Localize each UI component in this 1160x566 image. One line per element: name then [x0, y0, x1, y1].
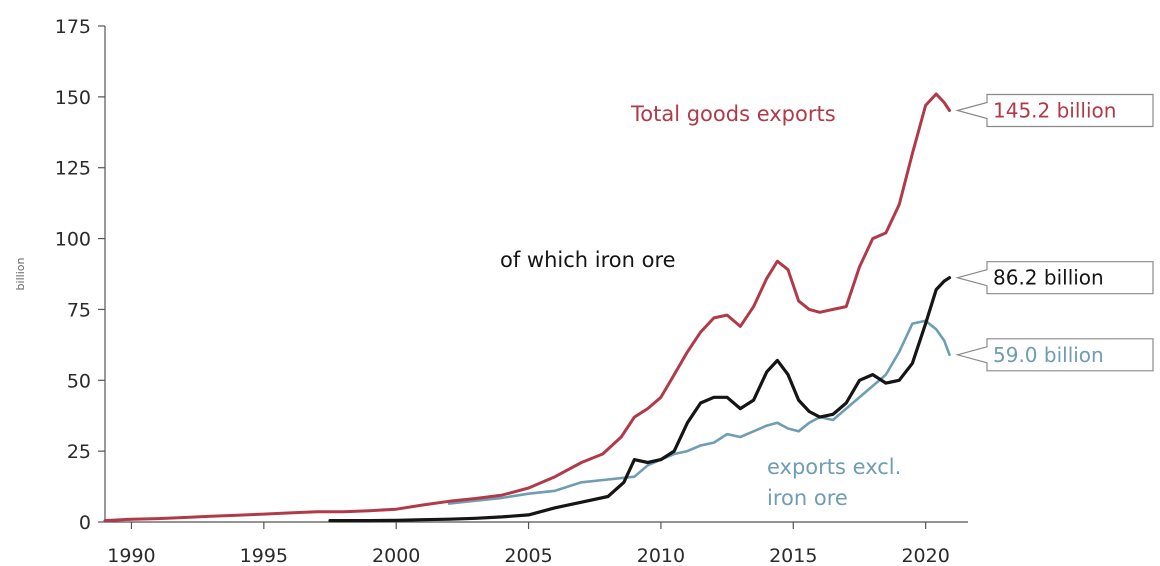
callout-value-text: 59.0 billion: [993, 343, 1104, 367]
x-tick-label: 1990: [107, 545, 155, 566]
series-lines: [103, 92, 952, 523]
series-labels: Total goods exports of which iron ore expo…: [500, 102, 901, 510]
y-tick-label: 100: [55, 229, 91, 251]
callout-box: [955, 261, 1154, 295]
x-tick-label: 2010: [637, 545, 685, 566]
y-tick-label: 75: [67, 299, 91, 321]
y-tick-label: 50: [67, 370, 91, 392]
iron-ore-end-callout: 86.2 billion: [955, 261, 1154, 295]
y-axis-ticks: 0 25 50 75 100 125 150 175: [55, 16, 105, 534]
x-tick-label: 1995: [240, 545, 288, 566]
callout-value-text: 145.2 billion: [993, 98, 1116, 122]
exports-excl-iron-ore-line: [447, 319, 951, 505]
x-tick-label: 2015: [769, 545, 817, 566]
callout-box: [955, 93, 1154, 128]
end-value-callouts: 145.2 billion 86.2 billion 59.0 billion: [955, 93, 1154, 372]
y-tick-label: 125: [55, 158, 91, 180]
iron-ore-label: of which iron ore: [500, 248, 676, 272]
x-tick-label: 2000: [372, 545, 420, 566]
total-goods-exports-end-callout: 145.2 billion: [955, 93, 1154, 128]
axes: [104, 26, 968, 523]
exports-excl-iron-ore-label: iron ore: [767, 486, 848, 510]
y-tick-label: 150: [55, 87, 91, 109]
x-tick-label: 2005: [504, 545, 552, 566]
exports-excl-iron-ore-label: exports excl.: [767, 455, 901, 479]
callout-box: [955, 338, 1154, 372]
y-tick-label: 25: [67, 441, 91, 463]
callout-value-text: 86.2 billion: [993, 266, 1104, 290]
y-tick-label: 175: [55, 16, 91, 38]
x-axis-ticks: 1990 1995 2000 2005 2010 2015 2020: [107, 522, 950, 566]
x-tick-label: 2020: [901, 545, 949, 566]
exports-excl-iron-ore-end-callout: 59.0 billion: [955, 338, 1154, 372]
total-goods-exports-line: [103, 92, 951, 523]
y-tick-label: 0: [79, 512, 91, 534]
iron-ore-line: [328, 276, 952, 523]
total-goods-exports-label: Total goods exports: [630, 102, 836, 126]
y-axis-label: billion: [14, 258, 27, 291]
